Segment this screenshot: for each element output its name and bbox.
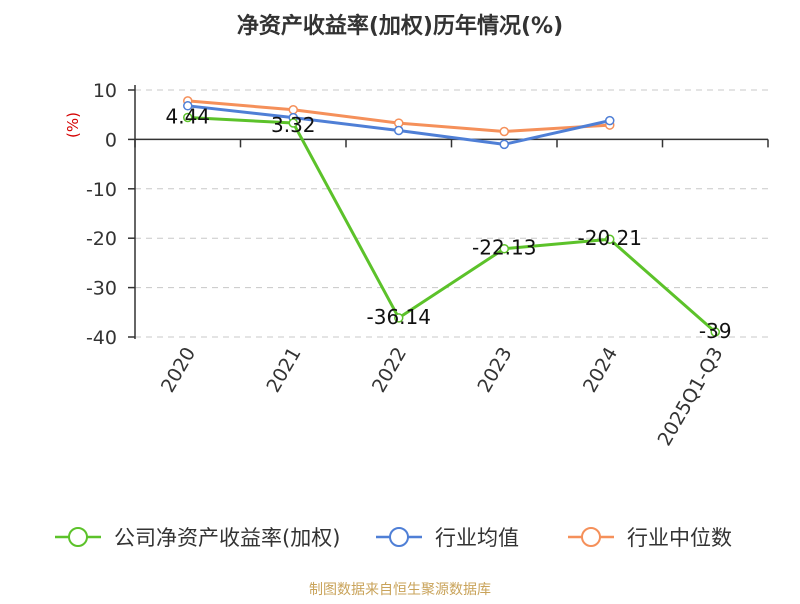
x-tick-label: 2025Q1-Q3 [654, 344, 728, 450]
data-point [288, 118, 298, 128]
data-point [605, 115, 615, 126]
data-label: 4.44 [165, 104, 210, 128]
data-point [499, 243, 509, 254]
x-axis: 2020 2021 2022 2023 2024 2025Q1-Q3 [134, 85, 769, 450]
y-axis-ticks: 10 0 -10 -20 -30 -40 [86, 80, 135, 349]
x-tick-label: 2021 [262, 344, 305, 397]
y-tick-label: -20 [86, 228, 117, 250]
legend-label: 行业中位数 [627, 526, 732, 550]
data-label: -22.13 [472, 236, 536, 260]
legend-marker [389, 527, 409, 547]
data-label: -36.14 [367, 305, 431, 329]
data-point [605, 234, 615, 244]
data-point [499, 126, 509, 137]
y-tick-label: -40 [86, 327, 117, 349]
y-tick-label: 0 [105, 129, 117, 151]
data-point [394, 313, 404, 323]
y-axis-label: (%) [64, 112, 82, 138]
y-tick-label: -30 [86, 278, 117, 300]
y-tick-label: -10 [86, 179, 117, 201]
source-note: 制图数据来自恒生聚源数据库 [309, 582, 491, 598]
data-point [183, 101, 193, 111]
chart-title: 净资产收益率(加权)历年情况(%) [237, 13, 563, 39]
y-tick-label: 10 [93, 80, 117, 102]
data-label: -39 [699, 319, 732, 343]
legend-label: 行业均值 [435, 526, 519, 550]
data-labels: 4.44 3.32 -36.14 -22.13 -20.21 -39 [165, 104, 731, 343]
x-tick-label: 2022 [368, 344, 411, 397]
series-layer [183, 96, 720, 337]
legend: 公司净资产收益率(加权) 行业均值 行业中位数 [55, 526, 732, 550]
x-tick-label: 2020 [157, 344, 200, 397]
data-label: -20.21 [578, 226, 642, 250]
legend-marker [581, 527, 601, 547]
data-point [394, 125, 404, 136]
x-tick-label: 2024 [579, 344, 622, 397]
legend-label: 公司净资产收益率(加权) [114, 526, 340, 550]
data-label: 3.32 [271, 113, 316, 137]
data-point [499, 139, 509, 150]
data-point [710, 327, 720, 337]
legend-marker [68, 527, 88, 547]
x-tick-label: 2023 [473, 344, 516, 397]
data-point [183, 112, 193, 123]
series-line [187, 115, 717, 334]
